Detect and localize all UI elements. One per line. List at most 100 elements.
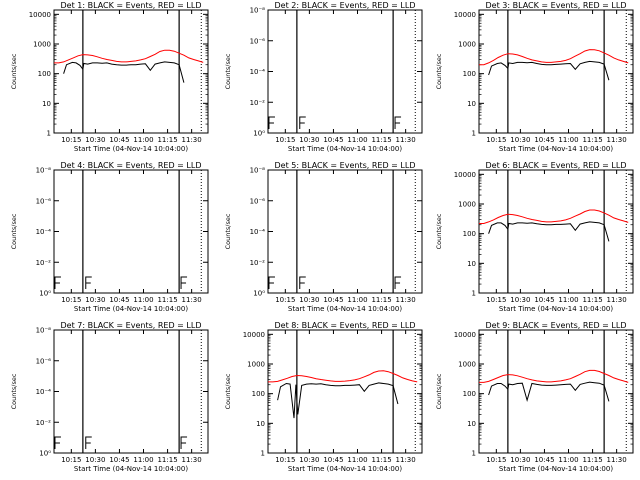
panel-det-2: Det 2: BLACK = Events, RED = LLD 10:15 10:…: [224, 1, 423, 153]
x-axis-label: Start Time (04-Nov-14 10:04:00): [499, 465, 613, 473]
x-tick-label: 11:30: [396, 296, 416, 304]
x-tick-label: 10:30: [85, 136, 105, 144]
y-tick-label: 100: [463, 70, 476, 78]
x-tick-label: 10:15: [275, 296, 295, 304]
lld-series-line: [479, 209, 629, 224]
x-tick-label: 11:30: [396, 136, 416, 144]
y-tick-label: 1: [261, 450, 265, 458]
x-tick-label: 10:30: [299, 296, 319, 304]
events-series-line: [488, 381, 610, 403]
x-tick-label: 11:30: [182, 456, 202, 464]
x-tick-label: 11:30: [607, 456, 627, 464]
y-tick-label: 1: [472, 290, 476, 298]
y-tick-label: 100: [463, 230, 476, 238]
panel-title: Det 9: BLACK = Events, RED = LLD: [486, 321, 627, 330]
plot-frame: [53, 9, 209, 134]
y-tick-label: 10⁻⁸: [36, 327, 52, 335]
x-tick-label: 10:15: [486, 296, 506, 304]
y-tick-label: 1000: [33, 41, 51, 49]
y-tick-label: 10⁻⁶: [250, 197, 266, 205]
x-tick-label: 10:15: [486, 136, 506, 144]
empty-data-marker: [54, 276, 61, 289]
x-tick-label: 11:30: [182, 296, 202, 304]
plot-frame: [53, 329, 209, 454]
y-tick-label: 10000: [454, 171, 476, 179]
empty-data-marker: [268, 116, 275, 129]
x-tick-label: 11:30: [396, 456, 416, 464]
y-tick-label: 10⁻⁸: [250, 167, 266, 175]
x-tick-label: 10:15: [61, 136, 81, 144]
y-tick-label: 10: [256, 420, 265, 428]
empty-data-marker: [85, 436, 92, 449]
panel-det-9: Det 9: BLACK = Events, RED = LLD 10:15 10:…: [435, 321, 634, 473]
plot-frame: [478, 169, 634, 294]
y-tick-label: 1000: [458, 361, 476, 369]
y-tick-label: 1000: [458, 41, 476, 49]
x-tick-label: 11:00: [558, 296, 578, 304]
y-axis-label: Counts/sec: [224, 53, 232, 89]
x-tick-label: 10:45: [109, 136, 129, 144]
lld-series-line: [54, 49, 204, 64]
lld-series-line: [479, 49, 629, 66]
empty-data-marker: [268, 276, 275, 289]
empty-data-marker: [394, 116, 402, 129]
y-axis-label: Counts/sec: [435, 373, 443, 409]
x-axis-label: Start Time (04-Nov-14 10:04:00): [288, 145, 402, 153]
y-tick-label: 10⁻⁴: [250, 228, 266, 236]
panel-title: Det 4: BLACK = Events, RED = LLD: [61, 161, 202, 170]
panel-title: Det 1: BLACK = Events, RED = LLD: [61, 1, 202, 10]
x-tick-label: 10:45: [323, 136, 343, 144]
x-tick-label: 11:15: [371, 296, 391, 304]
y-tick-label: 10: [467, 260, 476, 268]
empty-data-marker: [85, 276, 92, 289]
x-tick-label: 10:15: [275, 136, 295, 144]
x-axis-label: Start Time (04-Nov-14 10:04:00): [288, 305, 402, 313]
x-axis-label: Start Time (04-Nov-14 10:04:00): [74, 305, 188, 313]
y-tick-label: 1: [472, 450, 476, 458]
y-axis-label: Counts/sec: [224, 373, 232, 409]
y-tick-label: 10⁰: [39, 450, 51, 458]
y-axis-label: Counts/sec: [10, 213, 18, 249]
x-tick-label: 11:00: [347, 456, 367, 464]
x-tick-label: 11:00: [558, 456, 578, 464]
y-tick-label: 10: [467, 420, 476, 428]
x-tick-label: 11:30: [607, 296, 627, 304]
y-axis-label: Counts/sec: [10, 53, 18, 89]
plot-frame: [267, 329, 423, 454]
plot-frame: [478, 9, 634, 134]
x-tick-label: 11:00: [133, 456, 153, 464]
x-tick-label: 10:15: [275, 456, 295, 464]
x-axis-label: Start Time (04-Nov-14 10:04:00): [74, 145, 188, 153]
lld-series-line: [268, 370, 418, 383]
x-tick-label: 11:15: [371, 456, 391, 464]
y-tick-label: 1000: [458, 201, 476, 209]
x-axis-label: Start Time (04-Nov-14 10:04:00): [288, 465, 402, 473]
y-tick-label: 10000: [454, 11, 476, 19]
panel-title: Det 8: BLACK = Events, RED = LLD: [275, 321, 416, 330]
events-series-line: [277, 382, 399, 419]
y-tick-label: 10⁰: [39, 290, 51, 298]
x-tick-label: 10:45: [534, 456, 554, 464]
x-tick-label: 11:00: [133, 136, 153, 144]
plot-frame: [267, 9, 423, 134]
panel-det-3: Det 3: BLACK = Events, RED = LLD 10:15 10:…: [435, 1, 634, 153]
plot-frame: [53, 169, 209, 294]
panel-title: Det 6: BLACK = Events, RED = LLD: [486, 161, 627, 170]
panel-title: Det 7: BLACK = Events, RED = LLD: [61, 321, 202, 330]
panel-title: Det 2: BLACK = Events, RED = LLD: [275, 1, 416, 10]
x-tick-label: 10:45: [534, 136, 554, 144]
empty-data-marker: [180, 276, 188, 289]
x-tick-label: 10:30: [299, 456, 319, 464]
x-tick-label: 10:30: [299, 136, 319, 144]
x-tick-label: 11:00: [347, 136, 367, 144]
x-axis-label: Start Time (04-Nov-14 10:04:00): [499, 145, 613, 153]
x-tick-label: 10:30: [85, 456, 105, 464]
y-tick-label: 100: [252, 390, 265, 398]
x-tick-label: 10:45: [534, 296, 554, 304]
x-tick-label: 11:15: [371, 136, 391, 144]
empty-data-marker: [180, 436, 188, 449]
y-tick-label: 100: [38, 70, 51, 78]
y-tick-label: 10⁻⁶: [36, 197, 52, 205]
plot-frame: [267, 169, 423, 294]
y-tick-label: 10⁻²: [36, 259, 52, 267]
